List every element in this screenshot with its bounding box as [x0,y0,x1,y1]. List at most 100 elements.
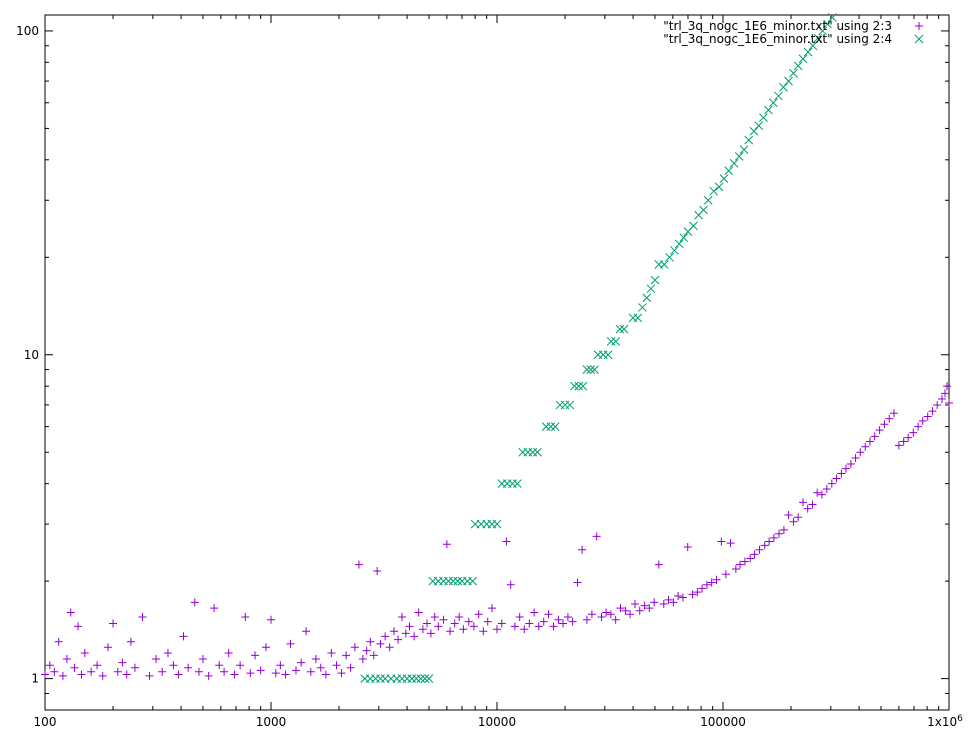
data-point [721,570,730,579]
data-point [626,610,635,619]
data-point [590,365,599,374]
data-point [645,604,654,613]
legend-marker-symbol [914,34,924,44]
legend-label-series-2: "trl_3q_nogc_1E6_minor.txt" using 2:4 [663,32,892,46]
data-point [813,33,823,43]
data-point [316,663,325,672]
data-point [487,604,496,613]
data-point [646,284,656,294]
data-point [321,670,330,679]
data-point [230,670,239,679]
y-tick-label: 1 [31,672,39,686]
data-point [565,400,575,410]
data-point [775,529,784,538]
data-point [808,41,818,51]
data-point [818,26,827,36]
data-point [918,416,927,425]
data-point [731,565,740,574]
data-point [750,550,759,559]
data-point [709,186,719,196]
data-point [444,576,453,586]
data-point [674,239,684,249]
x-tick-label: 1x106 [927,714,963,729]
data-point [297,658,306,667]
data-point [793,61,803,71]
data-point [582,365,592,374]
data-point [633,313,643,323]
data-point [563,612,572,621]
data-point [204,671,213,680]
data-point [130,663,139,672]
data-point [611,615,620,624]
data-point [794,513,803,522]
data-point [342,651,351,660]
data-point [122,670,131,679]
data-point [506,580,515,589]
data-point [640,601,649,610]
data-point [184,663,193,672]
data-point [669,598,678,607]
data-point [714,182,724,192]
data-point [286,639,295,648]
data-point [693,588,702,597]
data-point [717,537,726,546]
data-point [418,625,427,634]
data-point [62,654,71,663]
data-point [210,604,219,613]
data-point [659,599,668,608]
data-point [674,591,683,600]
data-point [828,13,837,22]
data-point [774,91,783,101]
data-point [448,576,458,586]
data-point [726,539,735,548]
data-point [779,82,788,92]
data-point [424,674,434,683]
data-point [739,145,749,154]
data-point [659,260,669,269]
data-point [619,324,629,334]
data-point [439,615,448,624]
data-point [145,671,154,680]
data-point [224,648,233,657]
data-point [358,654,367,663]
series-1 [41,382,953,680]
data-point [497,619,506,628]
data-point [113,667,122,676]
data-point [554,615,563,624]
data-point [899,437,908,446]
data-point [446,627,455,636]
data-point [559,619,568,628]
x-tick-label: 100 [34,715,57,729]
data-point [366,637,375,646]
legend-label-series-1: "trl_3q_nogc_1E6_minor.txt" using 2:3 [663,19,892,33]
data-point [597,612,606,621]
data-point [50,667,59,676]
data-point [515,612,524,621]
data-point [574,381,584,391]
data-point [434,622,443,631]
data-point [261,643,270,652]
data-point [373,566,382,575]
data-point [126,637,135,646]
data-point [754,121,764,130]
data-point [362,646,371,655]
data-point [174,670,183,679]
data-point [679,233,689,242]
data-point [179,632,188,641]
data-point [798,54,808,64]
data-point [628,313,638,323]
x-tick-label: 100000 [700,715,746,729]
data-point [350,643,359,652]
legend-marker-series-1 [915,22,923,30]
data-point [453,576,463,586]
data-point [66,608,75,617]
data-point [398,612,407,621]
plot-frame [44,14,950,711]
data-point [420,674,430,683]
data-point [650,275,660,285]
data-point [890,409,898,418]
data-point [592,532,601,541]
data-point [87,667,96,676]
data-point [459,625,468,634]
data-point [724,166,734,176]
